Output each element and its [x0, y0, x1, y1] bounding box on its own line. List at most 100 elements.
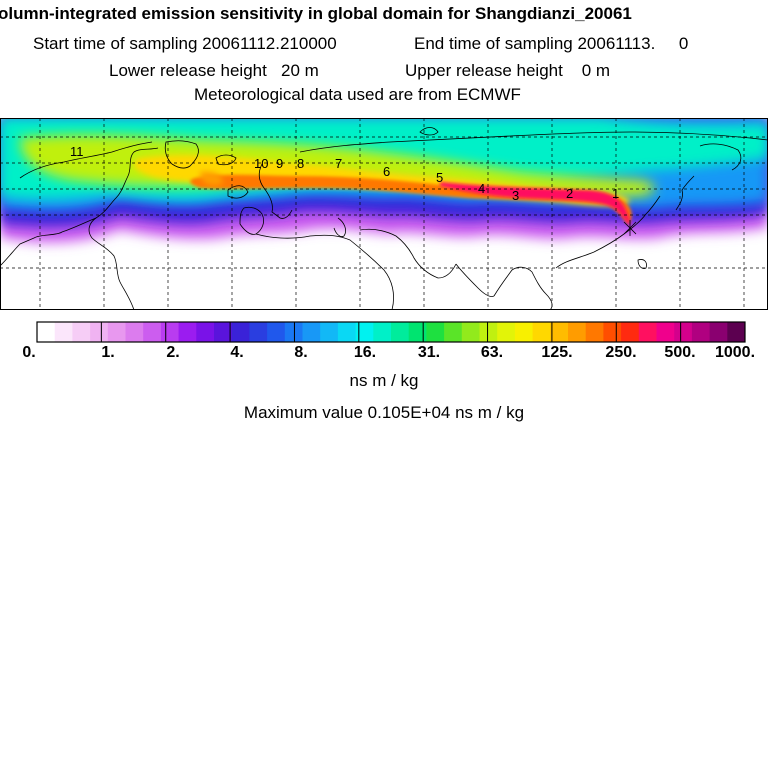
- colorbar-swatch: [638, 322, 657, 342]
- colorbar-swatch: [585, 322, 604, 342]
- trajectory-label: 4: [478, 181, 485, 196]
- coast-japan: [675, 175, 695, 211]
- coastlines: [0, 127, 768, 310]
- coast-hainan: [637, 259, 647, 269]
- colorbar-swatch: [408, 322, 427, 342]
- coast-americas-isthmus: [88, 217, 135, 310]
- coast-north-africa: [255, 233, 394, 310]
- maximum-value-label: Maximum value 0.105E+04 ns m / kg: [243, 403, 525, 422]
- colorbar-tick-label: 1000.: [714, 344, 756, 361]
- colorbar-tick-label: 2.: [166, 344, 180, 361]
- lower-release-height-label: Lower release height 20 m: [109, 61, 319, 80]
- map-title: olumn-integrated emission sensitivity in…: [0, 4, 632, 23]
- colorbar-tick-label: 125.: [541, 344, 573, 361]
- coast-kamchatka: [699, 143, 742, 171]
- colorbar-swatch: [497, 322, 516, 342]
- trajectory-label: 7: [335, 156, 342, 171]
- colorbar-swatch: [514, 322, 534, 342]
- coast-canada-arctic: [19, 141, 153, 179]
- coast-siberia-arctic: [299, 131, 768, 153]
- colorbar-swatch: [727, 322, 746, 342]
- colorbar-swatch: [125, 322, 144, 342]
- coast-iceland: [215, 154, 237, 166]
- trajectory-label: 9: [276, 156, 283, 171]
- colorbar-swatch: [178, 322, 197, 342]
- trajectory-label: 8: [297, 156, 304, 171]
- field-layer-orange: [190, 174, 632, 224]
- emission-sensitivity-map: 1 2 3 4 5 6 7 8 9 10 11: [0, 118, 768, 310]
- colorbar-swatch: [479, 322, 498, 342]
- coast-north-america-east: [0, 147, 159, 267]
- coast-bay-of-bengal: [493, 266, 553, 310]
- colorbar-swatch: [231, 322, 250, 342]
- coast-novaya-zemlya: [419, 127, 439, 136]
- meteorological-data-label: Meteorological data used are from ECMWF: [194, 85, 521, 104]
- trajectory-label: 3: [512, 188, 519, 203]
- coast-india-west: [455, 263, 495, 297]
- colorbar-swatch: [444, 322, 463, 342]
- end-time-label: End time of sampling 20061113. 0: [414, 34, 689, 53]
- trajectory-label: 6: [383, 164, 390, 179]
- colorbar: [36, 321, 746, 343]
- field-layer-yellowgreen: [20, 134, 655, 197]
- colorbar-swatch: [337, 322, 357, 342]
- field-hotspot-scandinavia: [200, 171, 223, 186]
- trajectory-labels: 1 2 3 4 5 6 7 8 9 10 11: [70, 144, 619, 203]
- colorbar-swatch: [550, 322, 569, 342]
- colorbar-swatch: [196, 322, 215, 342]
- colorbar-swatch: [37, 322, 56, 342]
- colorbar-swatch: [90, 322, 109, 342]
- colorbar-tick-label: 16.: [353, 344, 377, 361]
- colorbar-tick-label: 500.: [664, 344, 696, 361]
- upper-release-height-label: Upper release height 0 m: [405, 61, 611, 80]
- colorbar-tick-label: 0.: [22, 344, 36, 361]
- colorbar-tick-label: 1.: [101, 344, 115, 361]
- colorbar-swatch: [674, 322, 693, 342]
- colorbar-frame: [36, 321, 746, 343]
- colorbar-swatch: [249, 322, 268, 342]
- trajectory-plume-core: [440, 182, 630, 226]
- trajectory-label: 11: [70, 144, 84, 159]
- colorbar-swatch: [302, 322, 321, 342]
- trajectory-label: 1: [612, 186, 619, 201]
- colorbar-swatch: [568, 322, 587, 342]
- colorbar-swatch: [373, 322, 392, 342]
- colorbar-swatch: [461, 322, 480, 342]
- colorbar-swatch: [691, 322, 711, 342]
- trajectory-label: 5: [436, 170, 443, 185]
- trajectory-label: 10: [254, 156, 268, 171]
- colorbar-swatch: [532, 322, 551, 342]
- trajectory-label: 2: [566, 186, 573, 201]
- graticule: [0, 118, 768, 310]
- colorbar-swatch: [426, 322, 445, 342]
- colorbar-swatch: [355, 322, 374, 342]
- sensitivity-field: [0, 118, 768, 243]
- coast-british-isles: [227, 185, 249, 199]
- colorbar-swatch: [391, 322, 410, 342]
- colorbar-tick-label: 4.: [230, 344, 244, 361]
- colorbar-swatch: [160, 322, 180, 342]
- receptor-marker: [623, 220, 637, 236]
- colorbar-units: ns m / kg: [349, 371, 419, 390]
- colorbar-tick-label: 63.: [480, 344, 504, 361]
- colorbar-tick-label: 31.: [417, 344, 441, 361]
- start-time-label: Start time of sampling 20061112.210000: [33, 34, 337, 53]
- colorbar-swatch: [603, 322, 622, 342]
- colorbar-swatch: [709, 322, 728, 342]
- colorbar-swatch: [214, 322, 233, 342]
- coast-arabia: [359, 228, 457, 279]
- colorbar-swatch: [267, 322, 286, 342]
- colorbar-swatch: [72, 322, 91, 342]
- coast-italy: [333, 217, 346, 237]
- colorbar-swatch: [54, 322, 73, 342]
- colorbar-tick-label: 250.: [605, 344, 637, 361]
- colorbar-swatch: [656, 322, 675, 342]
- colorbar-tick-label: 8.: [294, 344, 308, 361]
- coast-norway: [258, 163, 293, 219]
- colorbar-swatch: [107, 322, 126, 342]
- colorbar-swatch: [320, 322, 339, 342]
- colorbar-swatch: [143, 322, 162, 342]
- coast-greenland: [164, 140, 199, 169]
- colorbar-swatch: [621, 322, 640, 342]
- colorbar-swatch: [284, 322, 303, 342]
